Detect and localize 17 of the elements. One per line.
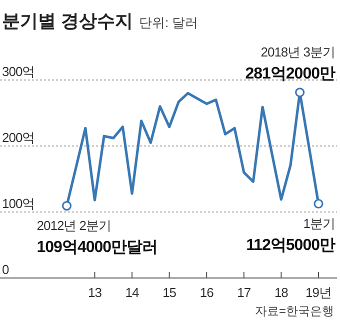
chart-title: 분기별 경상수지: [2, 11, 134, 31]
annotation: 1분기 112억5000만: [246, 216, 336, 254]
x-tick-label: 18: [274, 285, 288, 300]
x-tick-label: 15: [162, 285, 176, 300]
x-tick-label: 19년: [306, 285, 332, 300]
chart-subtitle: 단위: 달러: [139, 15, 198, 30]
text: 자료=한국은행: [254, 304, 334, 318]
y-tick-label: 300억: [2, 64, 35, 79]
y-tick-label: 200억: [2, 130, 35, 145]
y-tick-label: 100억: [2, 196, 35, 211]
x-tick-label: 14: [125, 285, 140, 300]
annotation: 2012년 2분기 109억4000만달러: [36, 218, 158, 256]
x-tick-label: 16: [200, 285, 214, 300]
x-tick-label: 13: [88, 285, 102, 300]
y-tick-label: 0: [2, 262, 9, 277]
x-tick-label: 17: [237, 285, 251, 300]
annotation: 2018년 3분기 281억2000만: [245, 44, 336, 82]
